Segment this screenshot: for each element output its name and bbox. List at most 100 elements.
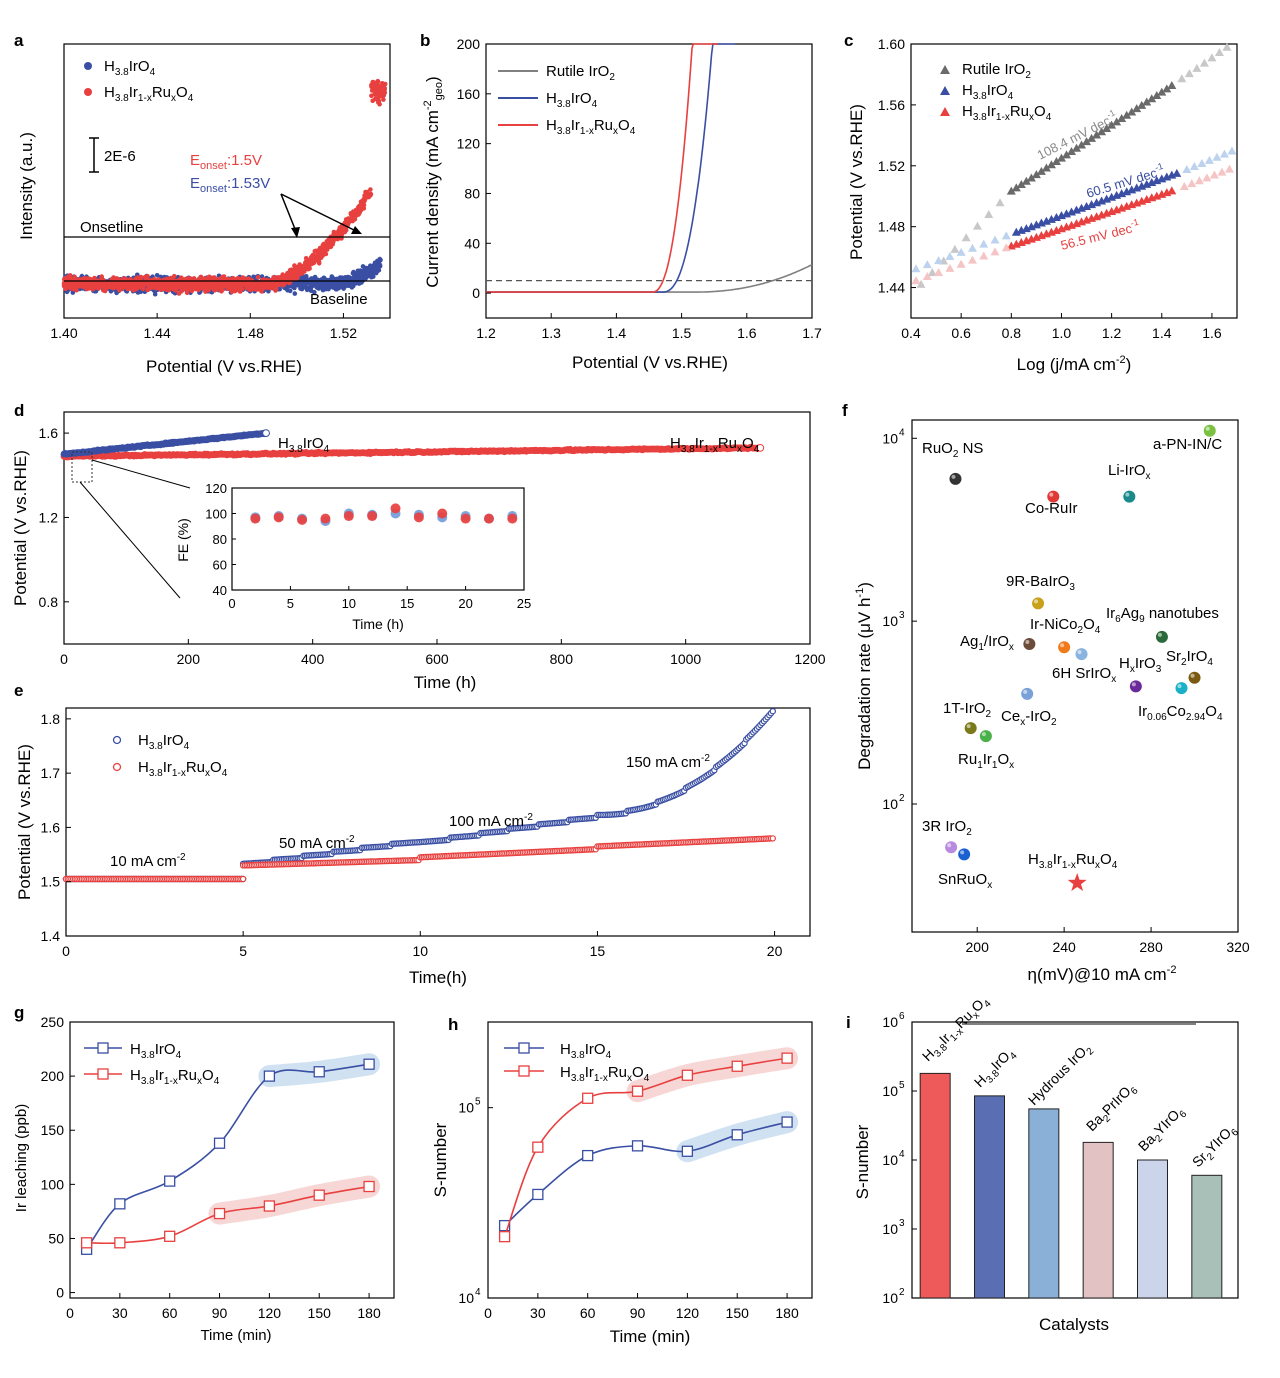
h-marker-2	[498, 1231, 511, 1243]
a-point-red	[84, 285, 90, 290]
legend-b-label-2: H3.8IrO4	[546, 90, 598, 110]
d-inset-xlabel: Time (h)	[352, 616, 404, 632]
b-ytick-label: 80	[464, 185, 480, 201]
a-point-red	[321, 242, 326, 248]
a-point-red	[286, 270, 292, 275]
e-point-2	[239, 875, 247, 883]
f-label-srirox: 6H SrIrOx	[1052, 665, 1116, 685]
g-marker-2	[363, 1180, 375, 1193]
d-xtick-label: 400	[301, 651, 325, 667]
g-xtick-label: 120	[258, 1305, 282, 1321]
g-ytick-label: 250	[41, 1014, 65, 1030]
d-inset-point-red	[297, 514, 308, 525]
g-ytick-label: 200	[41, 1068, 65, 1084]
i-bar-2	[974, 1095, 1005, 1299]
c-point-light-2	[1219, 149, 1229, 158]
a-point-red	[255, 275, 261, 280]
legend-c-marker-3	[940, 107, 950, 116]
c-xlabel: Log (j/mA cm-2)	[1017, 354, 1132, 374]
g-marker-2	[313, 1189, 325, 1201]
a-point-red	[273, 286, 279, 292]
h-marker-1	[731, 1129, 743, 1141]
legend-c-label-3: H3.8Ir1-xRuxO4	[962, 103, 1052, 123]
f-point-highlight	[960, 850, 965, 855]
d-inset-point-red	[483, 513, 494, 524]
e-current-label-4: 150 mA cm-2	[626, 753, 710, 771]
d-inset-point-red	[413, 512, 424, 523]
a-point-red	[77, 281, 82, 287]
f-xtick-label: 200	[966, 939, 990, 955]
a-point-red	[370, 98, 376, 104]
a-ylabel: Intensity (a.u.)	[17, 132, 36, 240]
h-marker-1	[781, 1116, 793, 1128]
g-ytick-label: 150	[41, 1122, 65, 1138]
b-xtick-label: 1.7	[802, 325, 822, 341]
legend-h-marker-1	[518, 1042, 530, 1054]
a-point-red	[220, 287, 225, 292]
a-point-blue	[154, 273, 160, 278]
h-marker-2	[731, 1060, 743, 1072]
b-ylabel: Current density (mA cm-2geo)	[422, 76, 445, 287]
i-cat-label-3: Hydrous IrO2	[1025, 1039, 1097, 1111]
c-point-light-1	[1177, 74, 1187, 83]
f-point-highlight	[1060, 643, 1065, 648]
e-current-label-2: 50 mA cm-2	[279, 834, 355, 852]
c-ytick-label: 1.60	[878, 36, 905, 52]
h-marker-2	[582, 1092, 594, 1104]
f-point-highlight	[1049, 492, 1054, 497]
f-label-snruo: SnRuOx	[938, 871, 992, 891]
h-ylabel: S-number	[431, 1122, 450, 1197]
c-xtick-label: 0.6	[951, 325, 971, 341]
f-label-hxiro3: HxIrO3	[1119, 655, 1162, 675]
panel-label-h: h	[448, 1015, 458, 1034]
f-point-8	[1155, 630, 1168, 643]
d-scatter-points	[60, 429, 765, 461]
b-ytick-label: 40	[464, 235, 480, 251]
i-cat-labels: H3.8Ir1-xRuxO4 H3.8IrO4 Hydrous IrO2 Ba2…	[919, 996, 1242, 1170]
a-point-red	[145, 286, 151, 292]
f-xtick-label: 320	[1226, 939, 1250, 955]
g-xtick-label: 60	[162, 1305, 178, 1321]
panel-f: f RuO2 NS Co-RuIr Li-IrOx a-PN-IN/C 9R-B…	[842, 401, 1250, 984]
panel-e: e H3.8IrO4 H3.8Ir1-xRuxO4 10 mA cm-2 50 …	[14, 681, 811, 987]
e-ytick-label: 1.8	[41, 711, 61, 727]
f-label-bairo3: 9R-BaIrO3	[1006, 573, 1075, 593]
i-bar-1	[919, 1072, 951, 1299]
f-point-7	[1023, 637, 1036, 650]
legend-g-label-2: H3.8Ir1-xRuxO4	[130, 1067, 220, 1087]
f-point-highlight	[1025, 639, 1030, 644]
c-point-light-2	[1212, 152, 1222, 161]
e-ytick-label: 1.7	[41, 765, 61, 781]
c-xtick-label: 1.2	[1102, 325, 1122, 341]
a-point-red	[351, 211, 357, 217]
d-inset-ylabel: FE (%)	[175, 518, 191, 562]
d-xtick-label: 200	[177, 651, 201, 667]
panel-label-b: b	[420, 31, 430, 50]
b-xtick-label: 1.2	[476, 325, 496, 341]
i-bar-3	[1028, 1108, 1060, 1299]
a-point-blue	[320, 281, 325, 287]
g-marker-2	[263, 1200, 276, 1212]
a-point-blue	[337, 275, 343, 280]
a-point-blue	[329, 284, 335, 290]
f-label-irnico: Ir-NiCo2O4	[1030, 616, 1101, 636]
f-ytick-label: 10	[882, 613, 898, 629]
f-point-1	[949, 472, 962, 485]
a-point-blue	[324, 279, 329, 285]
panel-label-f: f	[842, 401, 848, 420]
e-point-1	[769, 708, 777, 715]
g-plot-area	[80, 1053, 381, 1255]
a-point-red	[191, 276, 197, 281]
h-ytick-exp: 5	[475, 1097, 481, 1108]
a-point-red	[328, 239, 334, 245]
g-ytick-label: 100	[41, 1176, 65, 1192]
g-marker-2	[80, 1237, 93, 1249]
i-bar-6	[1191, 1174, 1223, 1299]
d-ytick-label: 1.2	[39, 509, 59, 525]
d-point-blue-end	[262, 429, 270, 437]
a-point-red	[368, 187, 373, 192]
g-marker-1	[213, 1137, 226, 1149]
a-point-red	[379, 89, 385, 94]
onset-red-label: Eonset:1.5V	[190, 152, 262, 172]
